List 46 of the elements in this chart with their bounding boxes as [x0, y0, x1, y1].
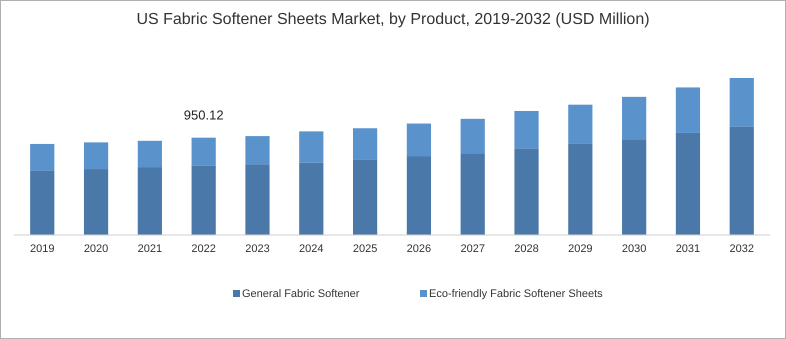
bar: [730, 78, 754, 127]
bar: [460, 118, 485, 154]
bar: [676, 132, 700, 235]
bar: [30, 144, 54, 171]
x-tick-label: 2029: [568, 243, 593, 255]
bar: [406, 124, 432, 156]
bar: [406, 156, 432, 235]
annotation: 950.12: [184, 108, 224, 123]
bar: [622, 96, 646, 140]
legend-label: Eco-friendly Fabric Softener Sheets: [429, 288, 604, 300]
x-tick-label: 2023: [245, 243, 270, 255]
bar: [138, 140, 162, 168]
bar: [192, 166, 216, 235]
x-tick-label: 2027: [460, 243, 485, 255]
x-tick-label: 2031: [676, 243, 700, 255]
x-tick-label: 2019: [30, 243, 54, 255]
x-tick-label: 2026: [406, 243, 432, 255]
bar: [245, 136, 270, 164]
bar: [676, 87, 700, 133]
bar: [84, 169, 108, 235]
x-tick-label: 2020: [84, 243, 108, 255]
bar: [245, 164, 270, 235]
bar: [30, 170, 54, 235]
x-tick-label: 2025: [352, 243, 378, 255]
bar: [352, 128, 378, 160]
bar: [514, 110, 539, 149]
chart-title: US Fabric Softener Sheets Market, by Product, 2019-2032 (USD Million): [136, 11, 650, 28]
bar: [352, 160, 378, 235]
x-tick-label: 2024: [299, 243, 324, 255]
x-tick-label: 2022: [191, 243, 216, 255]
bar: [138, 167, 162, 235]
x-tick-label: 2030: [622, 243, 646, 255]
bar: [568, 104, 592, 144]
bar: [460, 153, 485, 235]
bar: [622, 139, 646, 235]
bar: [514, 148, 539, 235]
x-tick-label: 2032: [730, 243, 754, 255]
bar: [730, 126, 754, 235]
bar: [192, 138, 216, 166]
bar: [299, 162, 324, 235]
x-tick-label: 2021: [138, 243, 162, 255]
bar: [299, 131, 324, 163]
bar: [568, 144, 592, 235]
x-tick-label: 2028: [514, 243, 539, 255]
legend-label: General Fabric Softener: [242, 288, 360, 300]
bar: [84, 142, 108, 170]
